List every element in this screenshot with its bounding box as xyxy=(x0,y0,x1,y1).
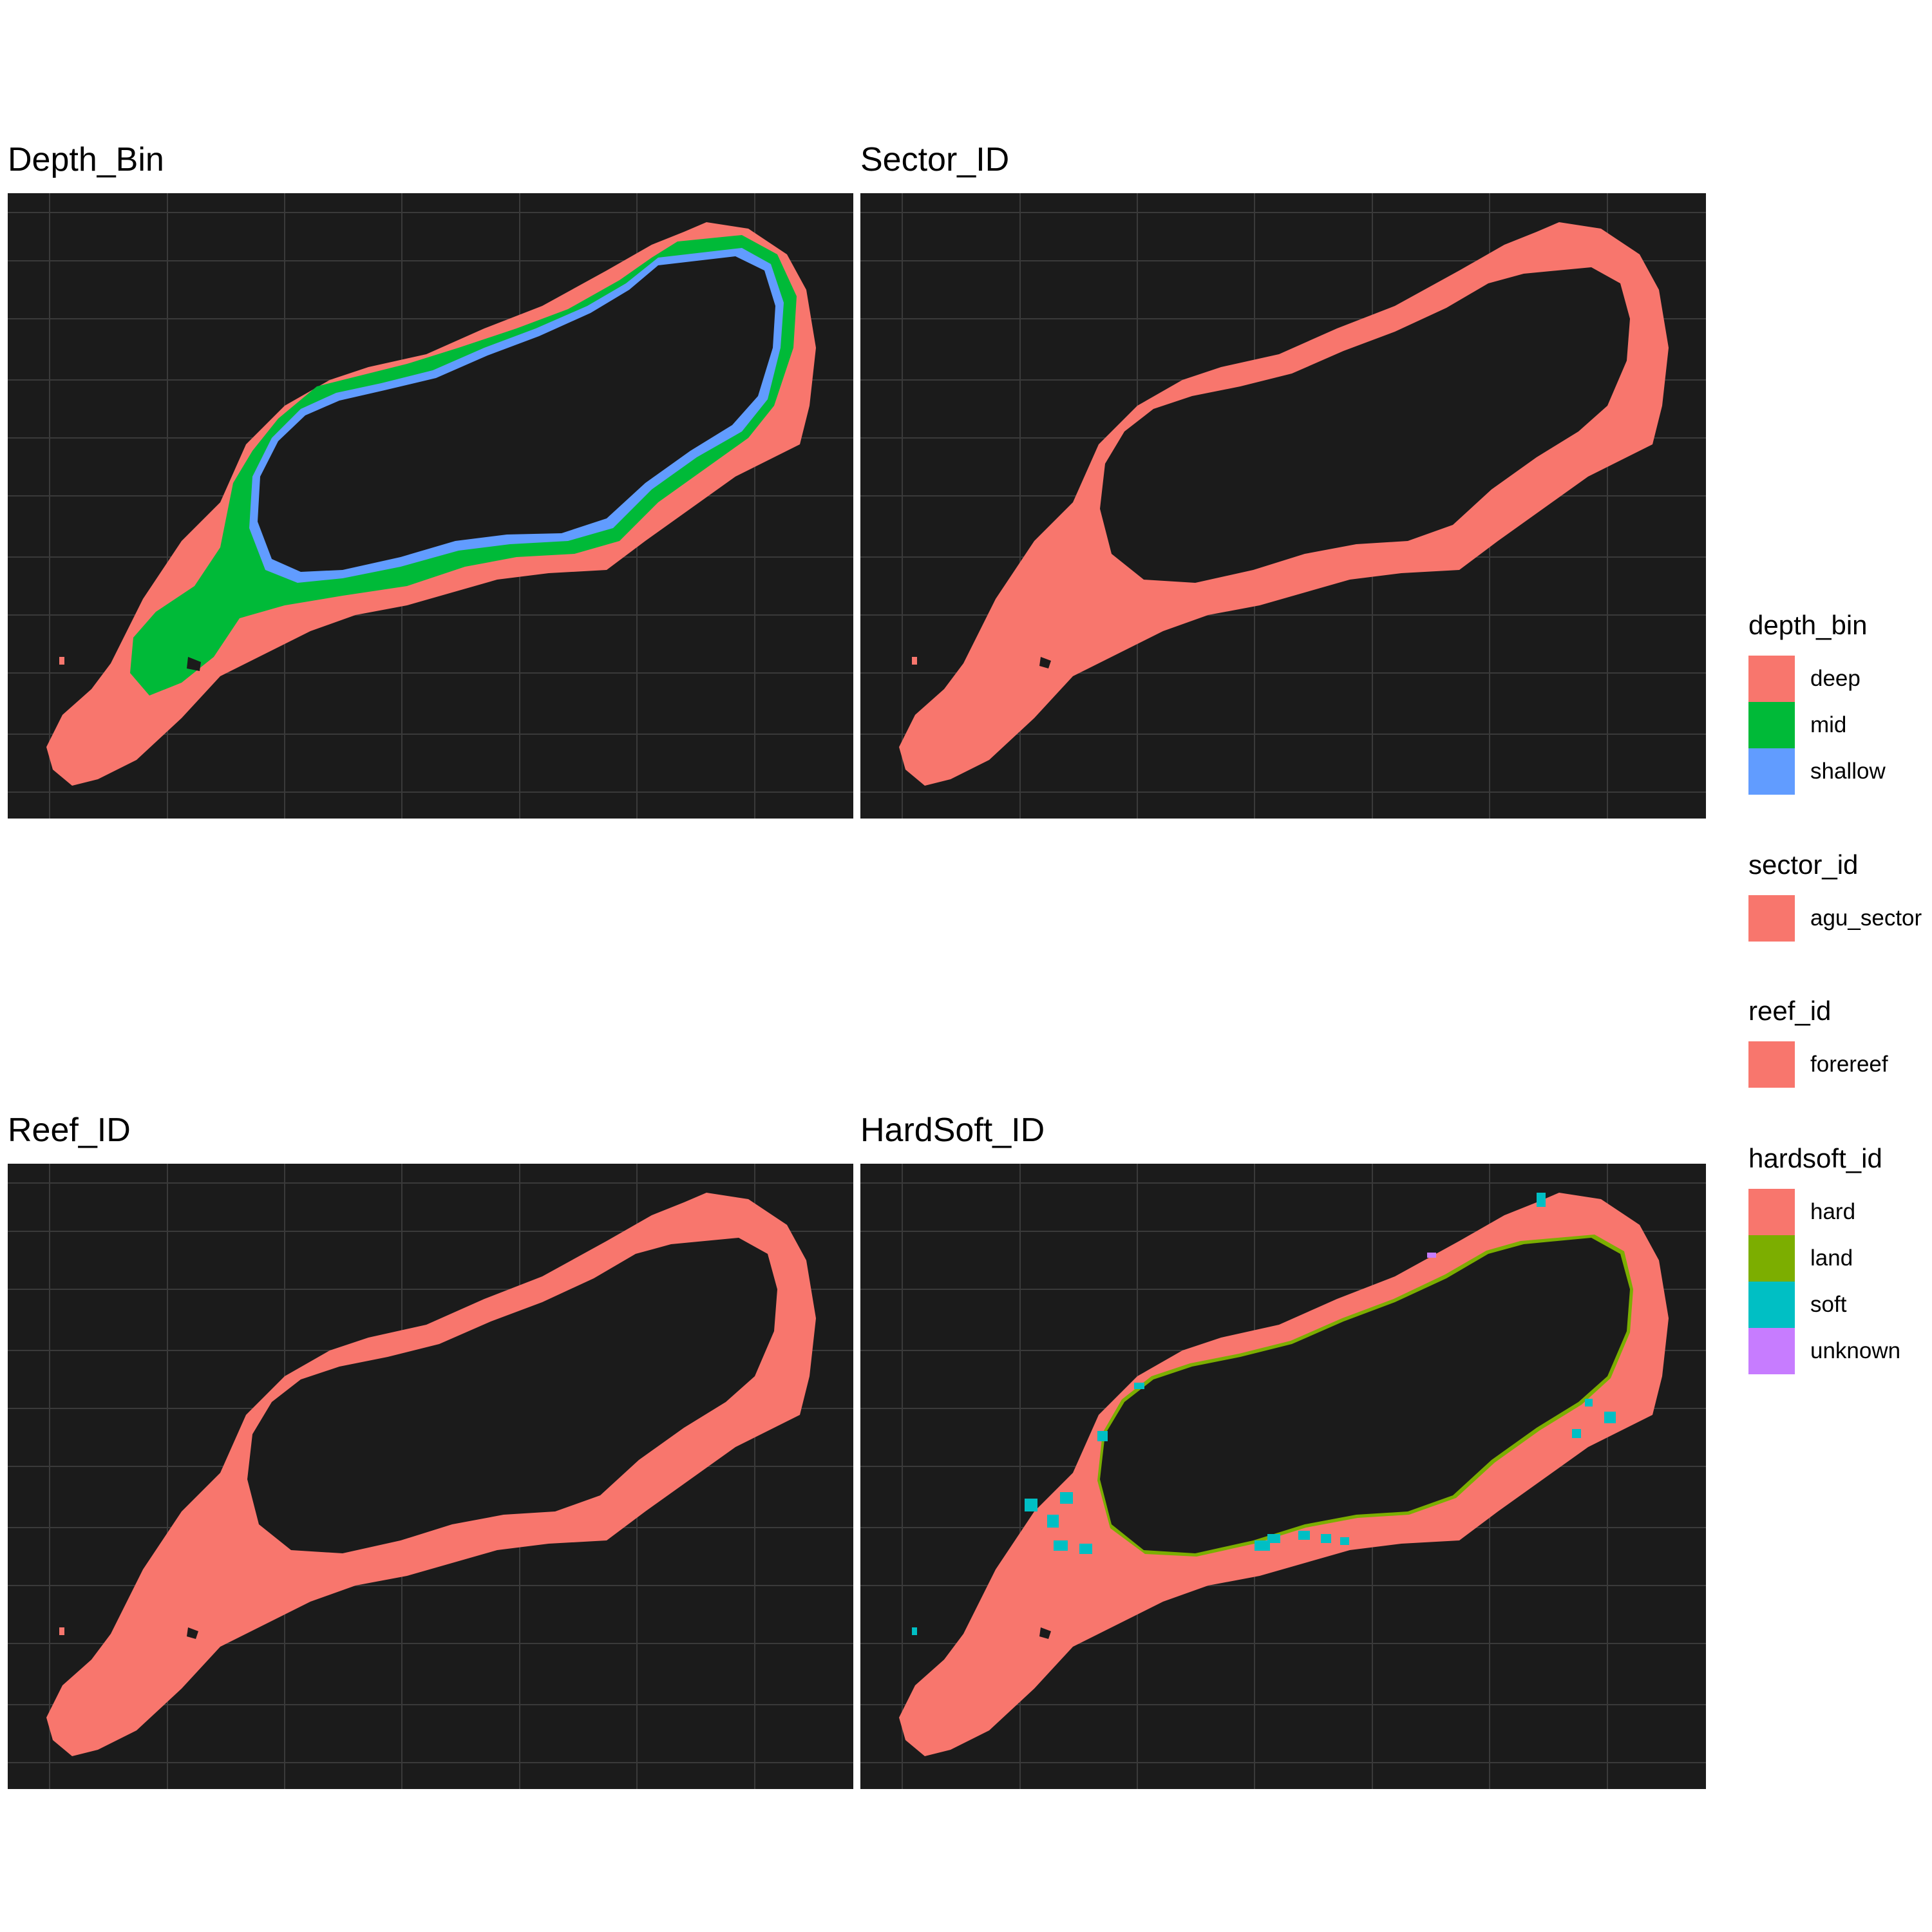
map-panel-reef-id xyxy=(8,1164,853,1789)
soft-patch xyxy=(1097,1431,1108,1441)
legend-label: deep xyxy=(1810,666,1861,691)
depth-bin-map xyxy=(8,193,853,819)
legend-item-soft: soft xyxy=(1748,1282,1900,1328)
legend-label: forereef xyxy=(1810,1052,1888,1077)
legend-item-unknown: unknown xyxy=(1748,1328,1900,1374)
depth-pocket xyxy=(1039,657,1051,668)
soft-patch xyxy=(1604,1412,1616,1423)
panel-title-depth-bin: Depth_Bin xyxy=(8,141,164,178)
soft-patch xyxy=(1255,1540,1270,1551)
legend-label: agu_sector xyxy=(1810,905,1922,931)
legend-key xyxy=(1748,1328,1795,1374)
legend-item-hard: hard xyxy=(1748,1189,1900,1235)
soft-patch xyxy=(1267,1534,1280,1543)
legend-label: mid xyxy=(1810,712,1847,737)
legend-title: depth_bin xyxy=(1748,610,1868,640)
depth-pocket xyxy=(187,1627,198,1639)
legend-title: reef_id xyxy=(1748,996,1832,1026)
lagoon xyxy=(258,256,775,572)
soft-patch xyxy=(1025,1499,1037,1511)
hardsoft-id-map xyxy=(860,1164,1706,1789)
legend-hardsoft-id: hardsoft_id hard land soft unknown xyxy=(1748,1142,1900,1374)
sector-id-map xyxy=(860,193,1706,819)
soft-patch xyxy=(1134,1383,1144,1389)
lagoon xyxy=(1100,1238,1630,1553)
soft-patches xyxy=(1025,1193,1616,1554)
soft-patch xyxy=(1572,1429,1581,1438)
legend-title: sector_id xyxy=(1748,849,1859,880)
legend-label: hard xyxy=(1810,1199,1856,1224)
legend-key xyxy=(1748,1282,1795,1328)
legend-item-deep: deep xyxy=(1748,656,1886,702)
legend-depth-bin: depth_bin deep mid shallow xyxy=(1748,609,1886,795)
soft-patch xyxy=(1047,1515,1059,1528)
soft-patch xyxy=(1054,1540,1068,1551)
legend-key xyxy=(1748,895,1795,942)
soft-patch xyxy=(1537,1193,1546,1207)
legend-item-land: land xyxy=(1748,1235,1900,1282)
legend-sector-id: sector_id agu_sector xyxy=(1748,849,1922,942)
islet xyxy=(912,657,917,665)
legend-key xyxy=(1748,1041,1795,1088)
map-panel-sector-id xyxy=(860,193,1706,819)
soft-patch xyxy=(1079,1544,1092,1554)
depth-pocket xyxy=(187,657,201,671)
islet xyxy=(59,657,64,665)
legend-key xyxy=(1748,656,1795,702)
legend-key xyxy=(1748,1235,1795,1282)
depth-pocket xyxy=(1039,1627,1051,1639)
legend-label: land xyxy=(1810,1245,1853,1271)
soft-patch xyxy=(1585,1399,1593,1406)
legend-title: hardsoft_id xyxy=(1748,1143,1882,1173)
legend-label: shallow xyxy=(1810,759,1886,784)
legend-item-forereef: forereef xyxy=(1748,1041,1888,1088)
soft-patch xyxy=(1321,1534,1331,1543)
panel-title-hardsoft-id: HardSoft_ID xyxy=(860,1112,1045,1149)
lagoon xyxy=(1100,267,1630,583)
grid xyxy=(860,193,1706,819)
islet xyxy=(59,1627,64,1635)
map-panel-hardsoft-id xyxy=(860,1164,1706,1789)
legend-key xyxy=(1748,748,1795,795)
soft-patch xyxy=(1298,1531,1310,1540)
reef-id-map xyxy=(8,1164,853,1789)
map-panel-depth-bin xyxy=(8,193,853,819)
islet xyxy=(912,1627,917,1635)
legend-item-agu-sector: agu_sector xyxy=(1748,895,1922,942)
legend-label: soft xyxy=(1810,1292,1847,1317)
unknown-patch xyxy=(1427,1253,1436,1258)
legend-label: unknown xyxy=(1810,1338,1901,1363)
panel-title-sector-id: Sector_ID xyxy=(860,141,1010,178)
legend-key xyxy=(1748,702,1795,748)
legend-item-mid: mid xyxy=(1748,702,1886,748)
legend-key xyxy=(1748,1189,1795,1235)
legend-item-shallow: shallow xyxy=(1748,748,1886,795)
soft-patch xyxy=(1060,1492,1073,1504)
soft-patch xyxy=(1340,1537,1349,1545)
legend-reef-id: reef_id forereef xyxy=(1748,995,1888,1088)
lagoon xyxy=(247,1238,777,1553)
panel-title-reef-id: Reef_ID xyxy=(8,1112,131,1149)
